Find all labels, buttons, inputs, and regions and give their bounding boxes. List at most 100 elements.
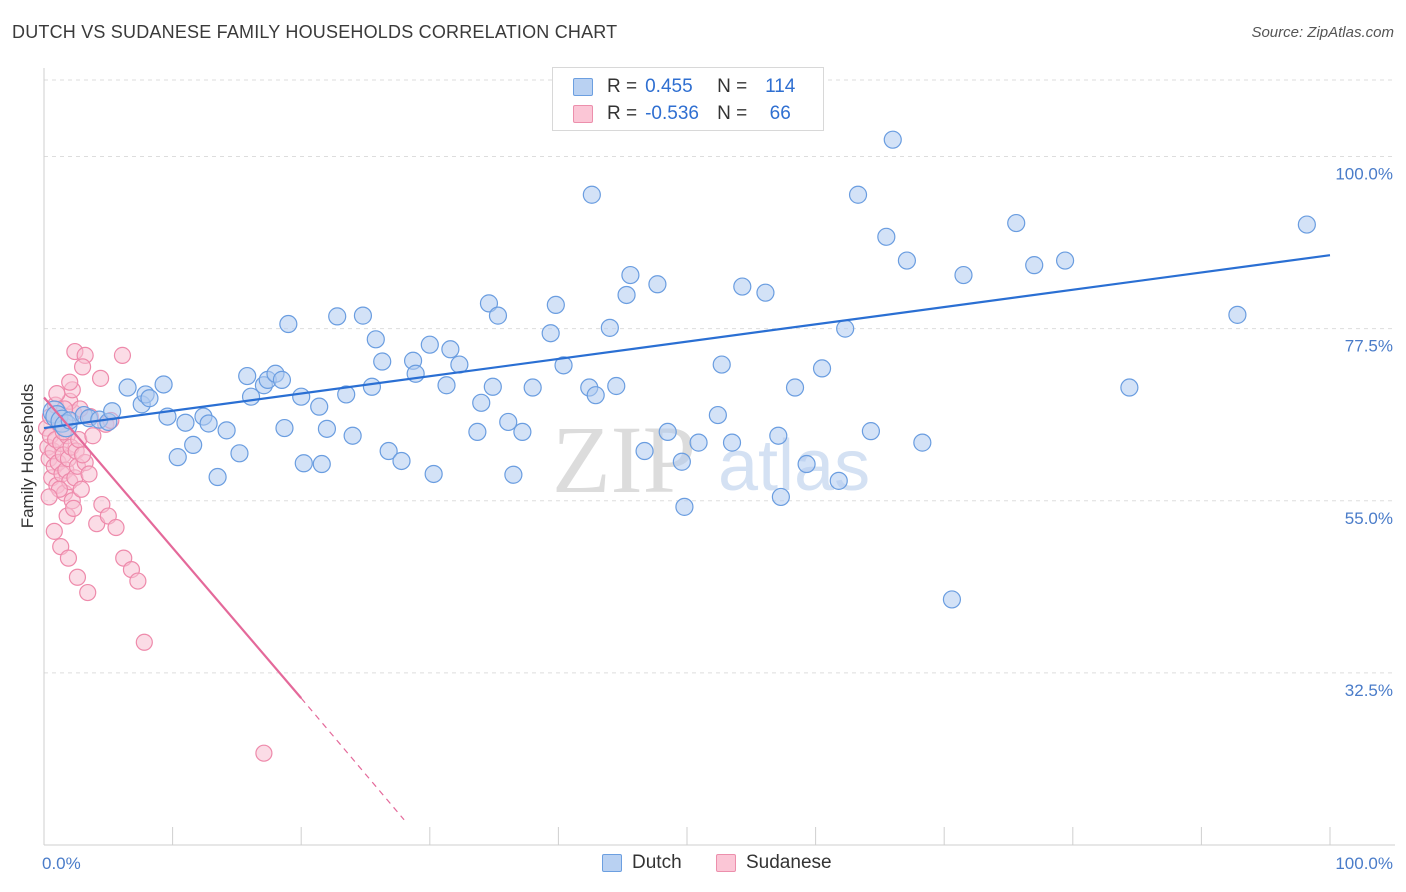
legend-row-sudanese: R = -0.536 N = 66 <box>573 101 805 127</box>
legend-row-dutch: R = 0.455 N = 114 <box>573 74 805 100</box>
watermark-zip: ZIP <box>552 406 696 513</box>
dutch-points <box>42 130 1316 609</box>
dutch-point <box>877 227 896 246</box>
dutch-point <box>771 487 790 507</box>
dutch-point <box>769 426 788 445</box>
dutch-point <box>546 295 565 315</box>
dutch-point <box>675 497 694 516</box>
dutch-point <box>836 319 855 338</box>
dutch-point <box>472 393 491 412</box>
dutch-point <box>238 366 257 386</box>
dutch-point <box>848 185 868 204</box>
dutch-point <box>499 412 518 432</box>
legend-item-dutch[interactable]: Dutch <box>602 852 682 874</box>
sudanese-point <box>255 744 273 762</box>
dutch-point <box>230 444 249 463</box>
sudanese-n-value: 66 <box>769 103 791 124</box>
dutch-point <box>379 441 398 461</box>
dutch-point <box>337 385 356 404</box>
dutch-point <box>722 433 742 452</box>
trend-lines <box>43 254 1331 821</box>
dutch-point <box>441 340 460 359</box>
dutch-point <box>184 435 203 455</box>
dutch-point <box>392 451 411 471</box>
dutch-point <box>672 452 691 471</box>
r-label: R = <box>607 103 638 124</box>
sudanese-point <box>48 385 66 403</box>
sudanese-point <box>73 358 92 376</box>
dutch-point <box>1055 251 1075 270</box>
n-label: N = <box>717 76 748 97</box>
watermark-atlas: atlas <box>718 426 870 506</box>
sudanese-points <box>37 342 273 762</box>
legend-item-sudanese[interactable]: Sudanese <box>716 852 832 874</box>
y-tick-label: 55.0% <box>1345 509 1393 528</box>
dutch-point <box>312 454 331 474</box>
dutch-point <box>600 318 619 337</box>
dutch-point <box>733 277 752 296</box>
dutch-point <box>292 387 311 406</box>
dutch-point <box>648 275 667 294</box>
dutch-point <box>140 389 159 408</box>
dutch-point <box>504 465 523 484</box>
dutch-point <box>366 330 385 349</box>
dutch-point <box>488 306 508 325</box>
dutch-point <box>272 370 292 389</box>
sudanese-point <box>64 499 83 517</box>
tick-labels: 32.5% 55.0% 77.5% 100.0% 0.0% 100.0% <box>42 165 1393 874</box>
dutch-r-value: 0.455 <box>645 76 693 97</box>
dutch-point <box>785 378 805 397</box>
dutch-point <box>310 397 329 416</box>
sudanese-point <box>79 583 97 602</box>
dutch-point <box>689 433 708 452</box>
dutch-point <box>541 324 560 343</box>
sudanese-point <box>113 346 132 364</box>
y-tick-label: 100.0% <box>1335 165 1393 184</box>
dutch-point <box>812 359 832 378</box>
dutch-point <box>328 307 347 326</box>
dutch-point <box>913 433 932 452</box>
dutch-point <box>343 426 362 445</box>
sudanese-point <box>68 568 87 586</box>
y-tick-label: 32.5% <box>1345 681 1393 700</box>
dutch-n-value: 114 <box>765 76 796 97</box>
sudanese-point <box>91 369 110 387</box>
dutch-point <box>362 377 382 396</box>
dutch-point <box>954 265 973 285</box>
dutch-point <box>897 251 917 270</box>
n-label: N = <box>717 103 748 124</box>
sudanese-point <box>45 522 63 540</box>
dutch-point <box>586 386 605 405</box>
dutch-point <box>756 283 775 302</box>
dutch-point <box>483 377 502 396</box>
sudanese-swatch <box>573 105 593 123</box>
sudanese-r-value: -0.536 <box>645 103 699 124</box>
dutch-point <box>437 376 456 395</box>
dutch-point <box>468 422 487 441</box>
dutch-legend-label: Dutch <box>632 852 682 873</box>
dutch-point <box>607 376 626 396</box>
sudanese-point <box>80 465 98 483</box>
source-label: Source: ZipAtlas.com <box>1251 24 1394 41</box>
dutch-point <box>420 335 439 354</box>
dutch-swatch <box>573 78 593 96</box>
dutch-point <box>279 314 298 334</box>
dutch-point <box>1228 305 1247 324</box>
sudanese-point <box>59 549 78 567</box>
dutch-point <box>1120 378 1139 397</box>
sudanese-point <box>73 446 92 464</box>
watermark: ZIP atlas <box>552 406 870 513</box>
dutch-point <box>883 130 902 149</box>
dutch-point <box>373 352 392 371</box>
sudanese-legend-label: Sudanese <box>746 852 832 873</box>
sudanese-trend-line <box>43 396 303 699</box>
sudanese-point <box>107 518 125 537</box>
y-tick-label: 77.5% <box>1345 337 1393 356</box>
dutch-point <box>118 378 137 397</box>
dutch-point <box>1025 256 1044 275</box>
dutch-point <box>708 405 727 425</box>
dutch-point <box>1297 215 1316 234</box>
dutch-point <box>168 448 187 467</box>
dutch-point <box>424 464 443 484</box>
